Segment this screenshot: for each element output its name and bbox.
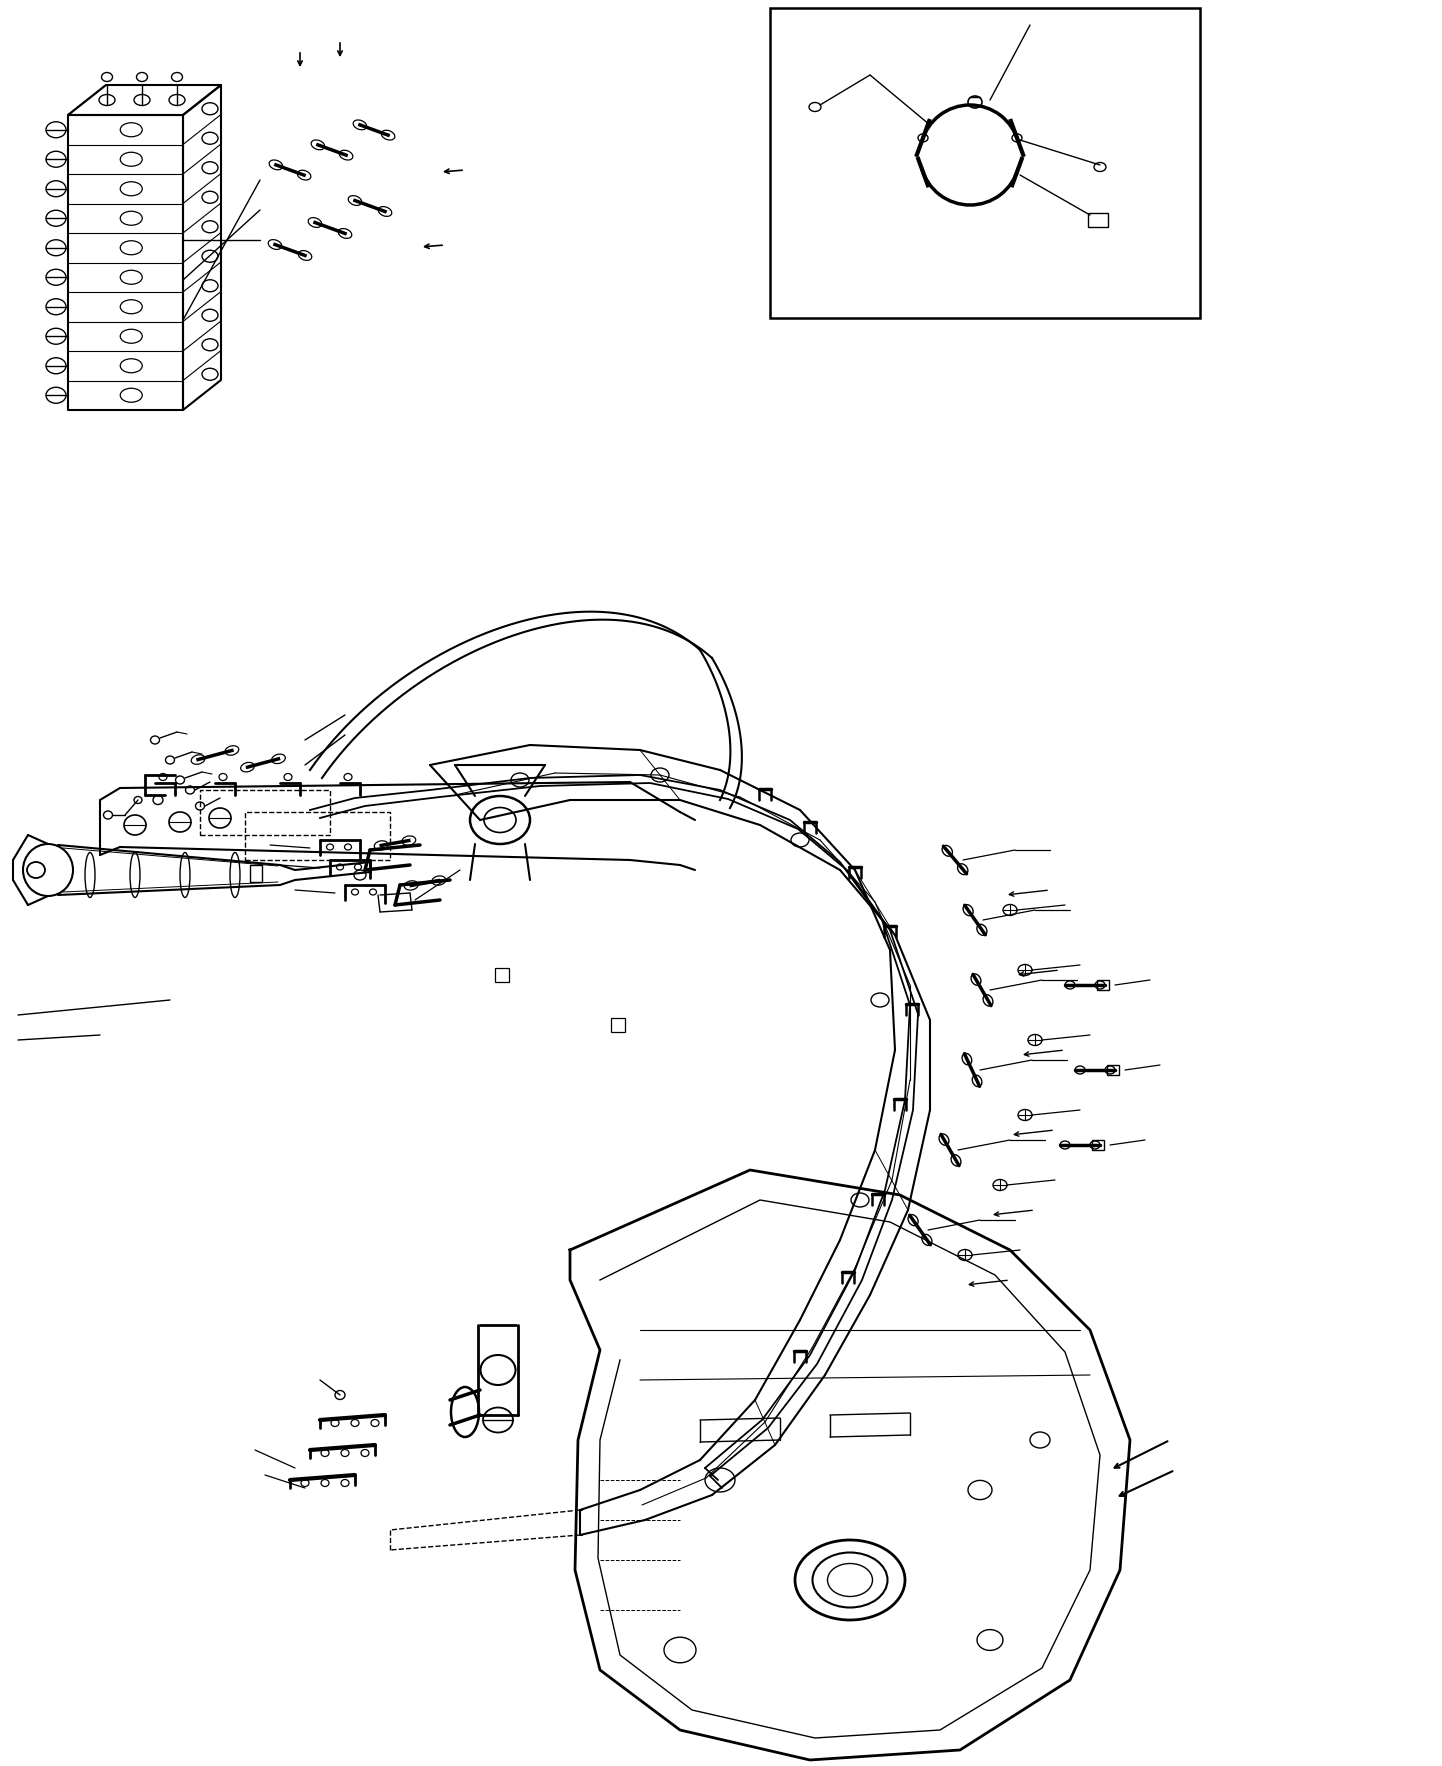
Bar [1092, 1141, 1105, 1150]
Bar [495, 968, 509, 982]
Bar [1107, 1065, 1119, 1075]
Bar [611, 1017, 624, 1031]
Bar [1089, 214, 1107, 228]
Bar [245, 812, 389, 860]
Bar [1097, 980, 1109, 991]
Bar [770, 9, 1200, 318]
Bar [200, 789, 330, 835]
